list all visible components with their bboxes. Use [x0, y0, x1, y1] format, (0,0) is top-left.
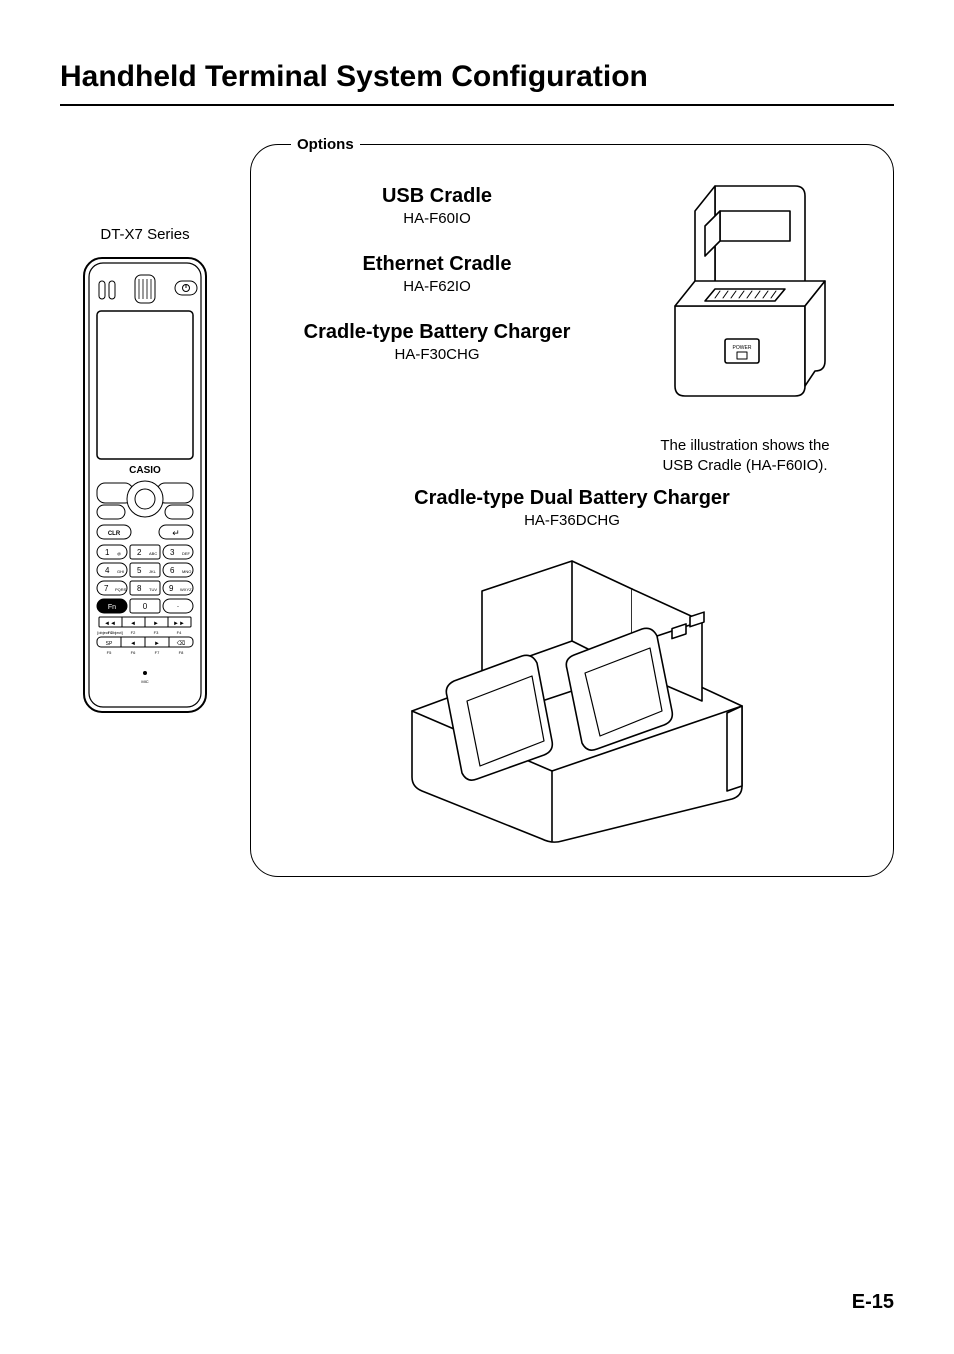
svg-text:MIC: MIC	[141, 679, 148, 684]
cradle-illustration-column: POWER The illustration shows the USB Cra…	[615, 171, 875, 477]
svg-text:F2: F2	[131, 630, 136, 635]
dual-charger-block: Cradle-type Dual Battery Charger HA-F36D…	[269, 487, 875, 856]
svg-text:◄: ◄	[130, 641, 136, 647]
svg-text:↵: ↵	[172, 528, 180, 538]
usb-cradle-illustration: POWER	[620, 171, 870, 421]
svg-text:WXYZ: WXYZ	[180, 587, 192, 592]
device-series-label: DT-X7 Series	[60, 226, 230, 243]
svg-text:PQRS: PQRS	[115, 587, 127, 592]
svg-text:4: 4	[105, 566, 110, 575]
svg-text:►: ►	[154, 641, 160, 647]
svg-text:F4: F4	[177, 630, 182, 635]
svg-text:.: .	[177, 600, 179, 609]
svg-text:8: 8	[137, 584, 142, 593]
option-title: Ethernet Cradle	[269, 253, 605, 276]
dual-charger-title: Cradle-type Dual Battery Charger	[269, 487, 875, 510]
svg-text:◄: ◄	[130, 621, 136, 627]
option-model: HA-F60IO	[269, 210, 605, 227]
svg-text:SP: SP	[106, 641, 113, 647]
svg-text:9: 9	[169, 584, 174, 593]
svg-text:3: 3	[170, 548, 175, 557]
svg-text:TUV: TUV	[149, 587, 157, 592]
svg-text:F6: F6	[131, 650, 136, 655]
options-text-column: USB Cradle HA-F60IO Ethernet Cradle HA-F…	[269, 171, 605, 477]
option-title: Cradle-type Battery Charger	[269, 321, 605, 344]
option-model: HA-F62IO	[269, 278, 605, 295]
options-top-row: USB Cradle HA-F60IO Ethernet Cradle HA-F…	[269, 171, 875, 477]
svg-text:CLR: CLR	[108, 531, 121, 537]
svg-text:◄◄: ◄◄	[104, 621, 116, 627]
options-legend: Options	[291, 136, 360, 153]
cradle-caption: The illustration shows the USB Cradle (H…	[615, 436, 875, 477]
svg-text:6: 6	[170, 566, 175, 575]
svg-text:F7: F7	[155, 650, 160, 655]
device-brand: CASIO	[129, 465, 161, 476]
svg-text:1: 1	[105, 548, 110, 557]
svg-text:F3: F3	[154, 630, 159, 635]
dual-charger-model: HA-F36DCHG	[269, 512, 875, 529]
handheld-device-illustration: CASIO ˄ ˅ CLR ↵ 1	[81, 255, 209, 715]
svg-text:0: 0	[143, 602, 148, 611]
svg-text:F5: F5	[107, 650, 112, 655]
page: Handheld Terminal System Configuration D…	[0, 0, 954, 1354]
option-usb-cradle: USB Cradle HA-F60IO	[269, 185, 605, 227]
svg-text:⌫: ⌫	[177, 640, 186, 647]
dual-charger-illustration	[372, 541, 772, 851]
svg-text:F8: F8	[179, 650, 184, 655]
svg-text:GHI: GHI	[117, 569, 124, 574]
svg-text:MNO: MNO	[182, 569, 191, 574]
svg-text:►►: ►►	[173, 621, 185, 627]
svg-text:F1: F1	[108, 630, 113, 635]
svg-text:►: ►	[153, 621, 159, 627]
svg-text:DEF: DEF	[182, 551, 191, 556]
content-row: DT-X7 Series	[60, 136, 894, 877]
option-battery-charger: Cradle-type Battery Charger HA-F30CHG	[269, 321, 605, 363]
page-title: Handheld Terminal System Configuration	[60, 60, 894, 106]
svg-text:Fn: Fn	[108, 604, 116, 611]
svg-text:@: @	[117, 551, 121, 556]
options-panel: Options USB Cradle HA-F60IO Ethernet Cra…	[250, 136, 894, 877]
caption-line: USB Cradle (HA-F60IO).	[662, 457, 827, 474]
svg-text:JKL: JKL	[149, 569, 157, 574]
svg-text:7: 7	[104, 584, 109, 593]
option-model: HA-F30CHG	[269, 346, 605, 363]
svg-text:5: 5	[137, 566, 142, 575]
caption-line: The illustration shows the	[660, 437, 829, 454]
page-number: E-15	[852, 1291, 894, 1314]
svg-text:2: 2	[137, 548, 142, 557]
option-ethernet-cradle: Ethernet Cradle HA-F62IO	[269, 253, 605, 295]
svg-text:POWER: POWER	[733, 345, 752, 351]
svg-text:ABC: ABC	[149, 551, 157, 556]
option-title: USB Cradle	[269, 185, 605, 208]
device-column: DT-X7 Series	[60, 136, 230, 877]
